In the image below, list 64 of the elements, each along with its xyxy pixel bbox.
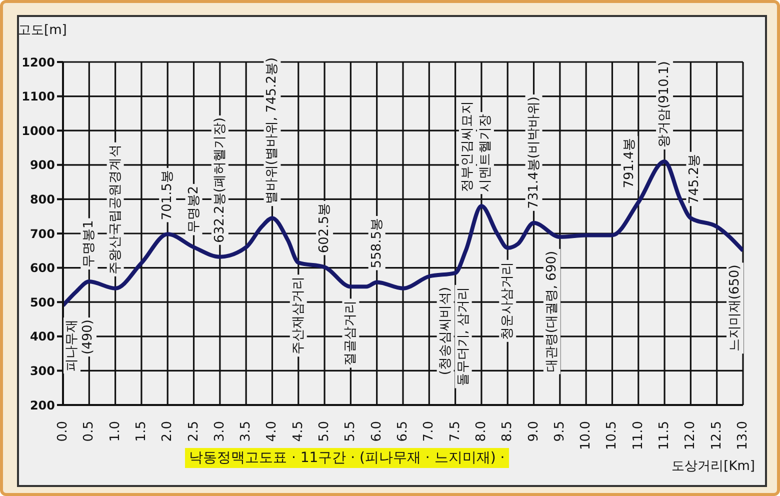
annotation: 731.4봉(비박바위) xyxy=(526,96,542,209)
annotation: 피나무재 xyxy=(64,320,80,372)
annotation: 745.2봉 xyxy=(687,154,702,204)
x-tick-label: 0.0 xyxy=(56,421,70,442)
y-tick-label: 500 xyxy=(30,295,55,310)
x-tick-label: 9.5 xyxy=(552,421,568,442)
annotation: 느지미재(650) xyxy=(728,264,742,352)
x-tick-label: 7.0 xyxy=(422,421,437,442)
x-tick-label: 7.5 xyxy=(448,421,463,442)
y-tick-label: 200 xyxy=(30,398,55,412)
x-tick-label: 5.5 xyxy=(343,421,358,442)
annotation: 돌무더기, 삼거리 xyxy=(456,286,471,386)
x-tick-label: 2.5 xyxy=(186,421,202,442)
x-tick-label: 11.0 xyxy=(630,421,646,450)
annotation: 791.4봉 xyxy=(622,138,637,188)
y-tick-label: 400 xyxy=(30,330,55,344)
annotation: 정부인김씨묘지 xyxy=(460,101,475,192)
y-tick-label: 300 xyxy=(30,364,55,378)
y-tick-label: 1000 xyxy=(22,124,55,138)
x-tick-label: 0.5 xyxy=(82,421,97,442)
annotation: (청송심씨비석) xyxy=(438,286,453,376)
x-tick-label: 10.5 xyxy=(604,421,620,450)
text: 낙동정맥고도표 · 11구간 · (피나무재 · 느지미재) · xyxy=(185,448,509,468)
x-tick-label: 2.0 xyxy=(160,421,176,442)
y-tick-label: 600 xyxy=(30,261,55,276)
x-tick-label: 8.0 xyxy=(474,421,489,442)
x-tick-label: 8.5 xyxy=(500,421,516,442)
x-tick-label: 11.5 xyxy=(657,421,672,450)
annotation: 632.2봉(폐허헬기장) xyxy=(212,117,228,243)
annotation: 대관령(대궐령, 690) xyxy=(544,250,560,372)
annotation: 701.5봉 xyxy=(160,170,176,220)
x-tick-label: 10.0 xyxy=(578,421,594,450)
x-tick-label: 3.5 xyxy=(238,421,254,442)
x-tick-label: 4.0 xyxy=(264,421,280,442)
x-tick-label: 1.5 xyxy=(134,421,149,442)
x-tick-label: 1.0 xyxy=(108,421,123,442)
annotation: 558.5봉 xyxy=(369,218,384,268)
y-tick-label: 700 xyxy=(30,226,55,241)
x-tick-label: 6.0 xyxy=(369,421,384,442)
x-axis-title: 도상거리[Km] xyxy=(672,459,755,474)
x-tick-label: 3.0 xyxy=(212,421,228,442)
annotation: 별바위(별바위, 745.2봉) xyxy=(264,57,280,204)
y-tick-label: 800 xyxy=(30,192,55,206)
annotation: 시멘트헬기장 xyxy=(478,114,493,192)
x-tick-label: 13.0 xyxy=(736,421,750,450)
y-tick-label: 1200 xyxy=(22,55,55,70)
annotation: 왕거암(910.1) xyxy=(657,61,672,148)
annotation: (490) xyxy=(80,320,96,354)
annotation: 602.5봉 xyxy=(317,202,332,254)
annotation: 주왕산국립공원경계석 xyxy=(108,144,123,274)
x-tick-label: 4.5 xyxy=(290,421,306,442)
x-tick-label: 6.5 xyxy=(396,421,410,442)
y-axis-title: 고도[m] xyxy=(18,23,67,38)
annotation: 절골삼거리 xyxy=(343,300,358,366)
annotation: 청운사삼거리 xyxy=(500,262,516,340)
annotation: 무명봉1 xyxy=(82,220,97,268)
y-tick-label: 900 xyxy=(30,158,55,172)
annotation: 주산재삼거리 xyxy=(290,276,306,355)
x-tick-label: 9.0 xyxy=(526,421,542,442)
y-tick-label: 1100 xyxy=(22,90,55,104)
x-tick-label: 5.0 xyxy=(317,421,332,442)
x-tick-label: 12.5 xyxy=(709,421,724,450)
x-tick-label: 12.0 xyxy=(683,421,698,450)
annotation: 무명봉2 xyxy=(186,186,202,234)
